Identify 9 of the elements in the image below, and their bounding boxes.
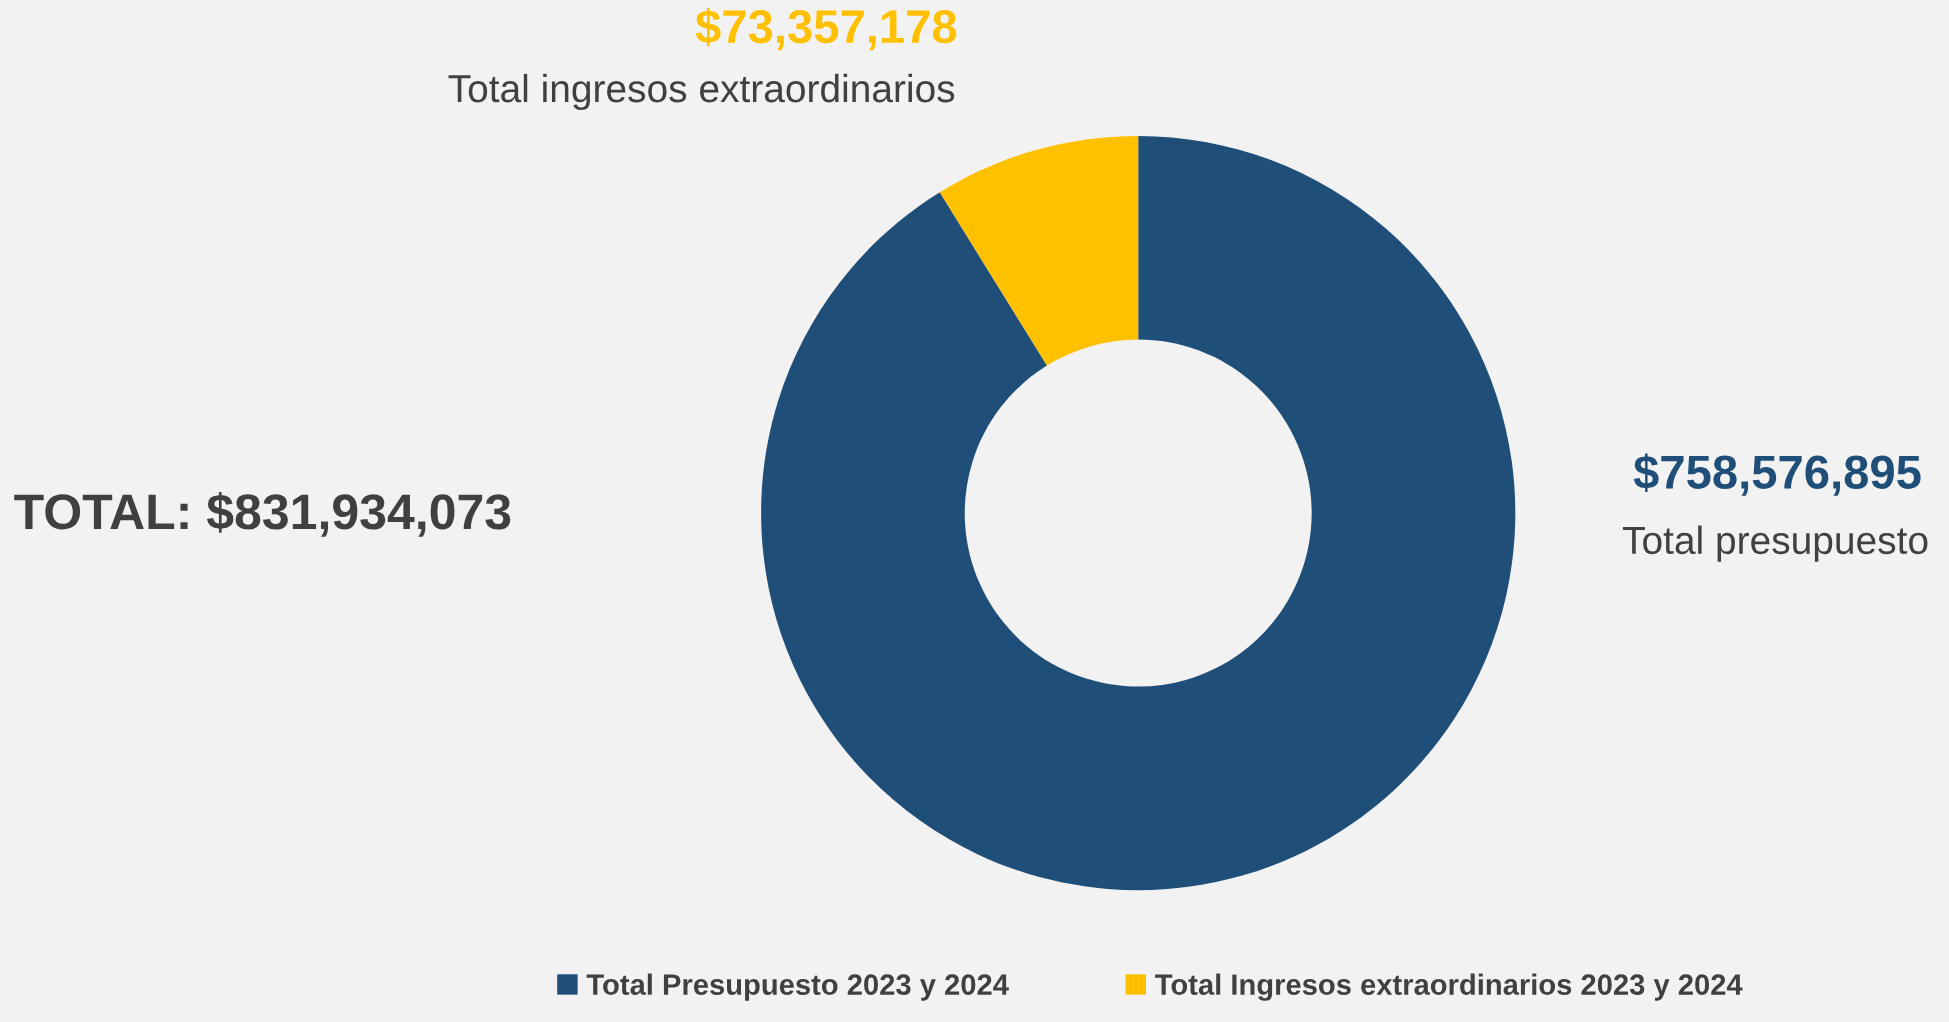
legend-label: Total Presupuesto 2023 y 2024 bbox=[586, 973, 1009, 1001]
legend-label: Total Ingresos extraordinarios 2023 y 2024 bbox=[1155, 973, 1743, 1001]
data-label: $73,357,178 bbox=[695, 7, 957, 51]
text: Total presupuesto bbox=[1622, 525, 1928, 562]
text: Total ingresos extraordinarios bbox=[448, 73, 955, 111]
donut-slice bbox=[761, 135, 1516, 891]
donut-slice bbox=[939, 135, 1139, 366]
text: TOTAL: $831,934,073 bbox=[14, 491, 511, 537]
data-label: $758,576,895 bbox=[1633, 453, 1921, 496]
